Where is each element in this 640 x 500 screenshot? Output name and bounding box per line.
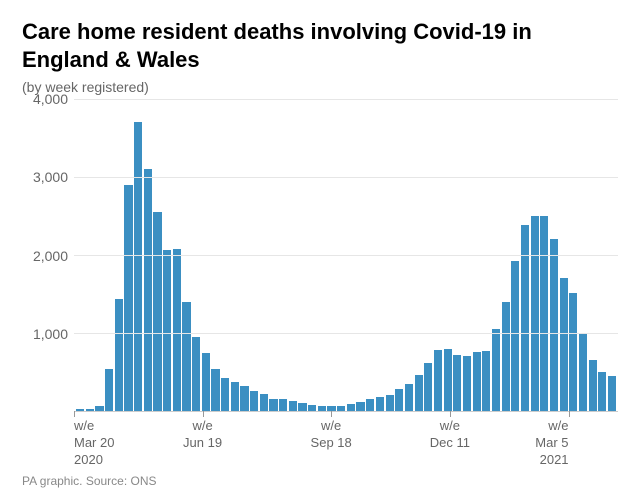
x-tick-label: w/e Dec 11 (430, 418, 470, 452)
bar (598, 372, 606, 411)
bar (376, 397, 384, 411)
bar (550, 239, 558, 411)
y-tick-label: 4,000 (33, 91, 68, 107)
chart-title: Care home resident deaths involving Covi… (22, 18, 618, 73)
bar (124, 185, 132, 411)
bar (105, 369, 113, 411)
x-tick-label: w/e Mar 20 2020 (74, 418, 114, 469)
bar (211, 369, 219, 411)
bar (405, 384, 413, 411)
bar (579, 333, 587, 411)
bar (192, 337, 200, 411)
chart-container: Care home resident deaths involving Covi… (0, 0, 640, 500)
bar (240, 386, 248, 411)
bar (86, 409, 94, 411)
bar (95, 406, 103, 411)
chart-subtitle: (by week registered) (22, 79, 618, 95)
bar (569, 293, 577, 411)
bar (163, 250, 171, 411)
bar (560, 278, 568, 411)
chart-source: PA graphic. Source: ONS (22, 474, 618, 488)
bar (463, 356, 471, 411)
bar (250, 391, 258, 411)
bar (415, 375, 423, 411)
bar (589, 360, 597, 411)
bar (298, 403, 306, 411)
x-tick-label: w/e Sep 18 (311, 418, 352, 452)
bar (337, 406, 345, 411)
x-axis: w/e Mar 20 2020 w/e Jun 19 w/e Sep 18 w/e D… (74, 412, 618, 472)
bar (356, 402, 364, 411)
bar (511, 261, 519, 411)
bar (366, 399, 374, 411)
bar (269, 399, 277, 411)
bar (134, 122, 142, 411)
bar (115, 299, 123, 411)
bar (531, 216, 539, 411)
bar (347, 404, 355, 411)
y-tick-label: 2,000 (33, 248, 68, 264)
bar (482, 351, 490, 411)
bar (182, 302, 190, 411)
bar (289, 401, 297, 411)
bar (502, 302, 510, 411)
bar (453, 355, 461, 411)
gridline (74, 99, 618, 100)
plot-area (74, 99, 618, 412)
y-axis: 1,0002,0003,0004,000 (22, 99, 74, 412)
bar (444, 349, 452, 411)
x-tick-label: w/e Jun 19 (183, 418, 222, 452)
bar (173, 249, 181, 411)
bar (424, 363, 432, 411)
gridline (74, 333, 618, 334)
bar (521, 225, 529, 411)
x-tick-label: w/e Mar 5 2021 (535, 418, 568, 469)
bar (76, 409, 84, 411)
bar (308, 405, 316, 411)
bar (386, 395, 394, 411)
bar (202, 353, 210, 411)
bar (608, 376, 616, 411)
y-tick-label: 1,000 (33, 326, 68, 342)
bar (395, 389, 403, 411)
bar (144, 169, 152, 411)
bar (279, 399, 287, 411)
bar (260, 394, 268, 411)
gridline (74, 177, 618, 178)
bar (231, 382, 239, 411)
bar (153, 212, 161, 411)
y-tick-label: 3,000 (33, 169, 68, 185)
bar (434, 350, 442, 411)
bar (492, 329, 500, 411)
bar (473, 352, 481, 411)
gridline (74, 255, 618, 256)
bar (221, 378, 229, 411)
chart-plot-wrap: 1,0002,0003,0004,000 (22, 99, 618, 412)
bar (318, 406, 326, 411)
bar (540, 216, 548, 411)
